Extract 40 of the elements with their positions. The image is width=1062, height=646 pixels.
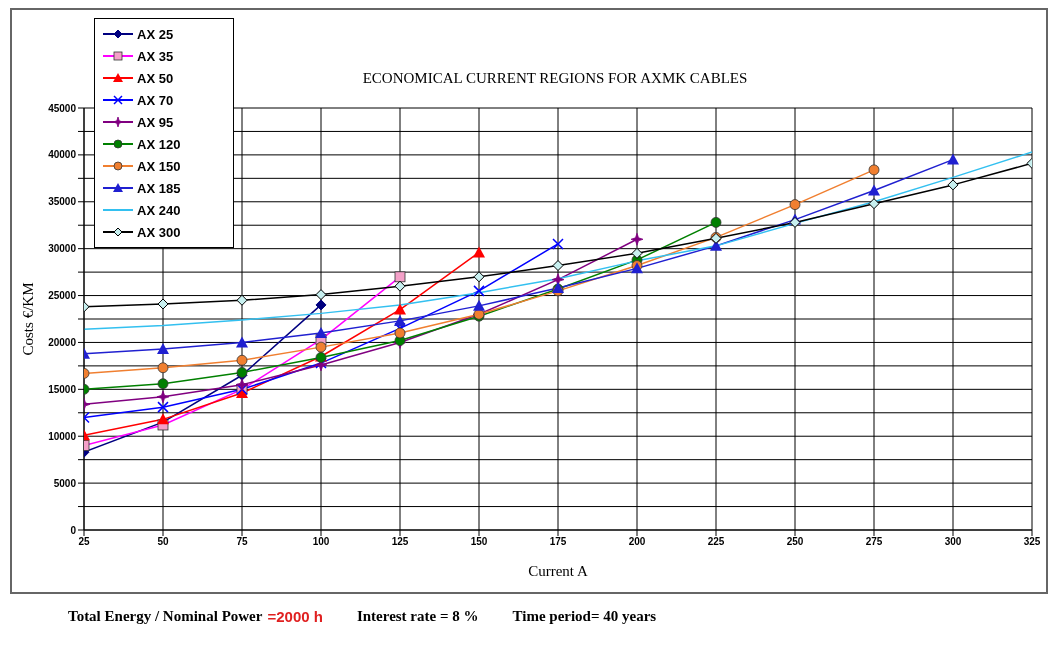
legend-label: AX 300 [137,224,181,240]
text: Time period= 40 years [512,608,657,625]
chart-title: ECONOMICAL CURRENT REGIONS FOR AXMK CABLES [362,70,748,86]
y-tick-label: 40000 [48,149,77,161]
y-tick-label: 45000 [48,102,77,114]
legend-label: AX 70 [137,92,174,108]
y-tick-label: 15000 [48,383,77,395]
legend-label: AX 50 [137,70,174,86]
x-tick-label: 200 [628,536,646,548]
x-tick-label: 325 [1023,536,1041,548]
x-tick-label: 150 [470,536,488,548]
x-tick-label: 175 [549,536,567,548]
y-tick-label: 35000 [48,196,77,208]
text: Interest rate = 8 % [356,608,479,625]
legend-label: AX 150 [137,158,181,174]
x-tick-label: 100 [312,536,330,548]
x-tick-label: 250 [786,536,804,548]
y-tick-label: 5000 [53,477,77,489]
y-tick-label: 25000 [48,290,77,302]
y-tick-label: 20000 [48,336,77,348]
x-tick-label: 225 [707,536,725,548]
legend-label: AX 35 [137,48,174,64]
x-tick-label: 50 [157,536,169,548]
x-tick-label: 125 [391,536,409,548]
x-axis-title: Current A [528,563,588,579]
legend-label: AX 240 [137,202,181,218]
legend-label: AX 185 [137,180,181,196]
x-tick-label: 300 [944,536,962,548]
text: Total Energy / Nominal Power [68,608,263,625]
text: =2000 h [267,608,323,625]
y-tick-label: 10000 [48,430,77,442]
x-tick-label: 75 [236,536,248,548]
y-tick-label: 30000 [48,243,77,255]
x-tick-label: 25 [78,536,90,548]
y-axis-title: Costs €/KM [20,282,37,356]
legend-label: AX 120 [137,136,181,152]
legend-label: AX 25 [137,26,174,42]
legend-label: AX 95 [137,114,174,130]
x-tick-label: 275 [865,536,883,548]
y-tick-label: 0 [70,524,77,536]
